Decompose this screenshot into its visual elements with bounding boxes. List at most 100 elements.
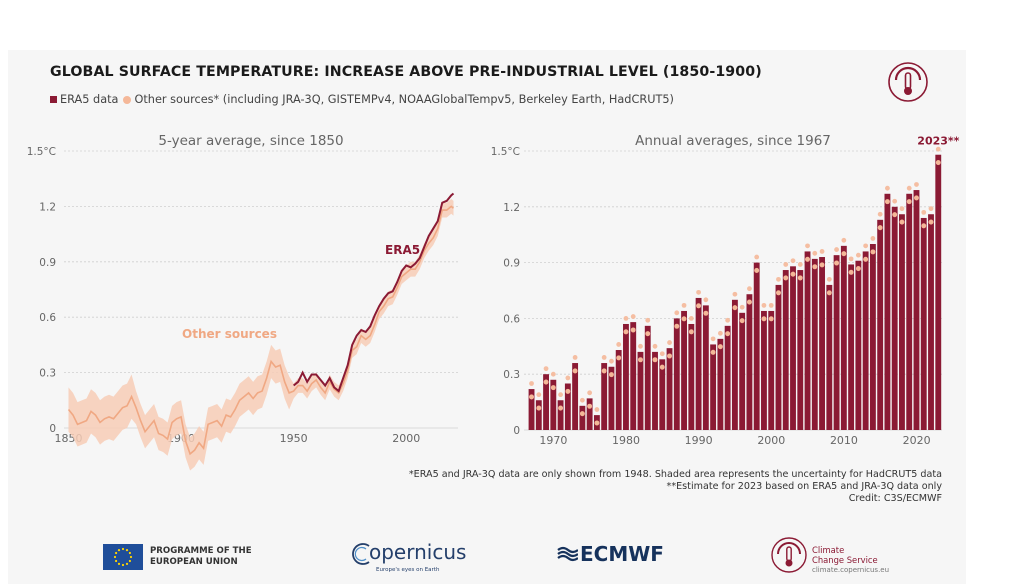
right-bar <box>579 405 586 430</box>
right-other-source-dot <box>805 243 810 249</box>
right-other-source-dot <box>601 355 607 360</box>
right-x-tick-label: 1970 <box>539 434 567 447</box>
c3s-logo-icon <box>771 537 807 573</box>
right-other-source-dot <box>681 316 687 322</box>
eu-line-2: EUROPEAN UNION <box>150 557 238 567</box>
right-y-tick-label: 0.6 <box>503 313 520 325</box>
footer-logos: PROGRAMME OF THE EUROPEAN UNION opernicu… <box>8 536 966 584</box>
right-other-source-dot <box>717 344 723 350</box>
right-bar <box>644 325 651 430</box>
right-bar <box>840 245 847 430</box>
left-x-tick-label: 1950 <box>280 432 308 445</box>
right-other-source-dot <box>659 351 665 357</box>
right-other-source-dot <box>747 286 752 292</box>
right-other-source-dot <box>725 331 731 337</box>
right-bar <box>702 305 709 430</box>
right-other-source-dot <box>914 195 919 201</box>
right-other-source-dot <box>914 182 919 187</box>
left-chart-title: 5-year average, since 1850 <box>158 133 343 149</box>
ecmwf-logo-text: ECMWF <box>580 542 664 566</box>
right-other-source-dot <box>768 302 774 308</box>
c3s-line-1: Climate <box>812 545 845 555</box>
right-bar <box>746 294 753 430</box>
right-other-source-dot <box>841 251 847 257</box>
right-x-tick-label: 1980 <box>612 434 640 447</box>
right-bar <box>920 217 927 430</box>
right-other-source-dot <box>739 304 745 310</box>
right-other-source-dot <box>710 350 716 355</box>
right-other-source-dot <box>652 343 658 349</box>
left-x-tick-label: 2000 <box>392 432 420 445</box>
right-other-source-dot <box>696 303 701 309</box>
right-bar <box>615 350 622 430</box>
right-bar <box>935 154 942 430</box>
right-highlight-label: 2023** <box>917 135 959 148</box>
right-bar <box>884 193 891 430</box>
right-other-source-dot <box>747 299 752 305</box>
right-bar <box>913 190 920 430</box>
legend-era5-swatch <box>50 96 57 103</box>
left-y-tick-label: 1.5°C <box>27 146 56 158</box>
right-other-source-dot <box>805 257 810 262</box>
c3s-line-2: Change Service <box>812 555 878 565</box>
right-other-source-dot <box>819 262 825 268</box>
right-other-source-dot <box>659 364 665 370</box>
right-bar <box>572 363 579 430</box>
right-other-source-dot <box>703 310 709 316</box>
right-other-source-dot <box>739 318 745 324</box>
right-other-source-dot <box>921 223 927 229</box>
right-bar <box>768 310 775 430</box>
right-x-tick-label: 2020 <box>903 434 931 447</box>
right-bar <box>761 310 767 430</box>
left-line-era5 <box>293 192 455 393</box>
ecmwf-logo-icon <box>557 546 578 562</box>
legend-era5-label: ERA5 data <box>60 93 119 106</box>
footnote-2: **Estimate for 2023 based on ERA5 and JR… <box>666 481 942 492</box>
right-other-source-dot <box>761 302 767 308</box>
right-other-source-dot <box>616 342 622 347</box>
right-other-source-dot <box>892 198 898 204</box>
right-bar <box>528 389 535 430</box>
right-bar <box>695 297 702 430</box>
right-other-source-dot <box>870 236 876 241</box>
right-other-source-dot <box>797 262 803 267</box>
left-annotation-era5: ERA5 <box>385 243 420 257</box>
right-other-source-dot <box>826 276 832 282</box>
right-bar <box>623 323 629 430</box>
legend-other-swatch <box>123 95 132 104</box>
right-other-source-dot <box>877 225 883 231</box>
right-other-source-dot <box>536 405 542 411</box>
right-other-source-dot <box>776 290 781 296</box>
right-other-source-dot <box>732 291 738 297</box>
right-other-source-dot <box>609 372 614 378</box>
right-other-source-dot <box>899 206 905 212</box>
right-bar <box>637 351 644 430</box>
right-other-source-dot <box>892 212 898 218</box>
right-other-source-dot <box>579 411 585 417</box>
right-other-source-dot <box>550 385 556 391</box>
right-bar <box>601 363 608 430</box>
right-other-source-dot <box>645 331 651 337</box>
right-other-source-dot <box>812 264 818 270</box>
right-other-source-dot <box>572 368 578 374</box>
right-bar <box>782 270 789 430</box>
right-bar <box>673 318 680 430</box>
right-other-source-dot <box>841 237 847 243</box>
right-bar <box>862 251 869 430</box>
right-bar <box>775 284 782 430</box>
left-chart: 5-year average, since 1850 0 0.3 0.6 0.9 1.2 1… <box>27 133 458 471</box>
right-y-tick-label: 1.2 <box>503 202 520 214</box>
right-other-source-dot <box>630 314 636 319</box>
charts-svg: 5-year average, since 1850 0 0.3 0.6 0.9 1.2 1… <box>27 133 960 471</box>
right-chart-title: Annual averages, since 1967 <box>635 133 831 149</box>
right-bar <box>739 312 746 430</box>
right-other-source-dot <box>529 381 534 386</box>
left-line-other-sources <box>67 205 455 456</box>
right-other-source-dot <box>906 199 912 205</box>
right-bar <box>688 323 695 430</box>
right-other-source-dot <box>529 394 534 400</box>
right-bar <box>790 266 796 430</box>
right-other-source-dot <box>783 275 789 281</box>
right-other-source-dot <box>674 324 680 329</box>
legend: ERA5 data Other sources* (including JRA-… <box>50 93 674 106</box>
